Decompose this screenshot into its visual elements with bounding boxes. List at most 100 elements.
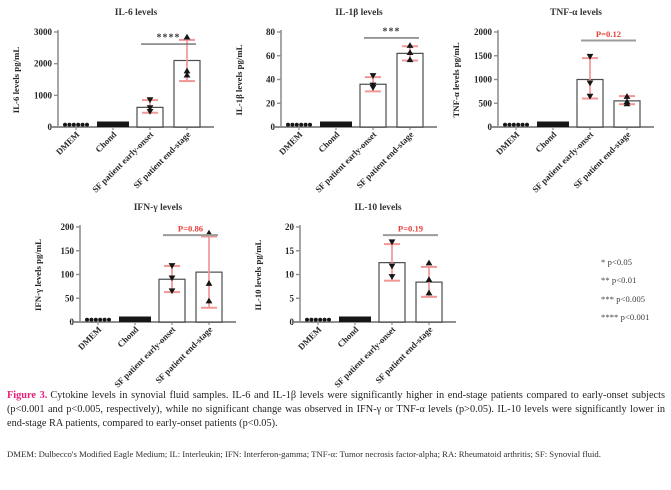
y-tick-label: 1500 xyxy=(474,51,493,61)
y-tick-label: 40 xyxy=(266,75,276,85)
data-point-marker xyxy=(71,122,76,127)
y-axis-title: IL-10 levels pg/mL xyxy=(253,239,263,310)
y-axis-title: TNF-α levels pg/mL xyxy=(451,42,461,117)
baseline-sample-block xyxy=(119,316,151,322)
data-point-marker xyxy=(303,122,308,127)
y-tick-label: 10 xyxy=(285,270,295,280)
y-tick-label: 150 xyxy=(61,246,75,256)
chart-il6: IL-6 levels IL-6 levels pg/mL 0 1000 2000 300… xyxy=(11,8,214,195)
baseline-sample-block xyxy=(537,121,569,127)
data-point-marker xyxy=(318,317,323,322)
chart-il1b: IL-1β levels IL-1β levels pg/mL 0 20 40 60 80 D… xyxy=(234,8,437,195)
x-category-label: DMEM xyxy=(494,129,522,157)
y-tick-label: 2000 xyxy=(474,27,493,37)
data-point-marker xyxy=(146,109,154,115)
y-tick-label: 0 xyxy=(70,317,75,327)
data-point-marker xyxy=(309,317,314,322)
data-point-marker xyxy=(183,71,191,78)
y-axis-title: IL-1β levels pg/mL xyxy=(234,44,244,115)
baseline-sample-block xyxy=(339,316,371,322)
y-tick-label: 500 xyxy=(479,98,493,108)
x-category-label: DMEM xyxy=(76,324,104,352)
data-point-marker xyxy=(63,122,67,127)
data-point-marker xyxy=(425,259,433,266)
chart-title: TNF-α levels xyxy=(550,8,602,18)
data-point-marker xyxy=(205,229,213,236)
data-point-marker xyxy=(525,122,529,127)
data-point-marker xyxy=(205,280,213,286)
data-point-marker xyxy=(76,122,81,127)
y-tick-label: 200 xyxy=(61,222,75,232)
data-point-marker xyxy=(516,122,521,127)
y-tick-label: 0 xyxy=(290,317,295,327)
y-axis-title: IFN-γ levels pg/mL xyxy=(33,239,43,311)
y-tick-label: 20 xyxy=(266,98,276,108)
data-point-marker xyxy=(80,122,85,127)
data-point-marker xyxy=(406,42,414,48)
significance-label: **** xyxy=(157,33,181,44)
y-tick-label: 50 xyxy=(65,293,75,303)
x-category-label: SF patient early-onset xyxy=(530,129,595,194)
data-point-marker xyxy=(503,122,507,127)
figure-caption-label: Figure 3. xyxy=(7,390,48,401)
baseline-sample-block xyxy=(320,121,352,127)
data-point-marker xyxy=(586,80,594,87)
data-point-marker xyxy=(313,317,318,322)
data-point-marker xyxy=(586,53,594,60)
y-tick-label: 1000 xyxy=(474,75,493,85)
data-point-marker xyxy=(290,122,295,127)
data-point-marker xyxy=(623,100,631,107)
y-tick-label: 20 xyxy=(285,222,295,232)
chart-title: IL-10 levels xyxy=(354,203,402,213)
y-tick-label: 2000 xyxy=(34,59,53,69)
significance-label: *** xyxy=(383,26,401,37)
y-tick-label: 100 xyxy=(61,270,75,280)
data-point-marker xyxy=(205,297,213,304)
data-point-marker xyxy=(308,122,312,127)
data-point-marker xyxy=(183,33,191,40)
y-tick-label: 0 xyxy=(48,122,53,132)
data-point-marker xyxy=(146,105,154,111)
data-point-marker xyxy=(406,56,414,63)
figure-footnote: DMEM: Dulbecco's Modified Eagle Medium; … xyxy=(7,449,601,459)
x-category-label: DMEM xyxy=(277,129,305,157)
data-point-marker xyxy=(623,93,631,99)
y-tick-label: 5 xyxy=(290,293,295,303)
data-point-marker xyxy=(85,317,89,322)
chart-il10: IL-10 levels IL-10 levels pg/mL 0 5 10 15 20 DM… xyxy=(253,203,456,390)
bar xyxy=(396,52,424,128)
data-point-marker xyxy=(507,122,512,127)
figure-caption: Figure 3. Cytokine levels in synovial flu… xyxy=(7,389,665,432)
x-category-label: Chond xyxy=(115,324,140,349)
significance-legend-item: ** p<0.01 xyxy=(601,275,637,286)
data-point-marker xyxy=(67,122,72,127)
data-point-marker xyxy=(586,93,594,100)
significance-legend-item: * p<0.05 xyxy=(601,257,633,267)
data-point-marker xyxy=(146,97,154,104)
data-point-marker xyxy=(425,289,433,296)
chart-tnfa: TNF-α levels TNF-α levels pg/mL 0 500 1000 15… xyxy=(451,8,654,195)
y-tick-label: 60 xyxy=(266,51,276,61)
data-point-marker xyxy=(168,263,176,269)
y-tick-label: 0 xyxy=(271,122,276,132)
chart-title: IL-1β levels xyxy=(335,8,383,18)
y-tick-label: 1000 xyxy=(34,90,53,100)
y-tick-label: 15 xyxy=(285,246,295,256)
y-tick-label: 80 xyxy=(266,27,276,37)
data-point-marker xyxy=(93,317,98,322)
data-point-marker xyxy=(183,67,191,74)
baseline-sample-block xyxy=(97,121,129,127)
x-category-label: SF patient early-onset xyxy=(90,129,155,194)
x-category-label: Chond xyxy=(533,129,558,154)
x-category-label: DMEM xyxy=(296,324,324,352)
significance-label: P=0.12 xyxy=(596,29,621,39)
data-point-marker xyxy=(520,122,525,127)
data-point-marker xyxy=(305,317,309,322)
y-tick-label: 0 xyxy=(488,122,493,132)
x-category-label: DMEM xyxy=(54,129,82,157)
significance-label: P=0.19 xyxy=(398,224,423,234)
x-category-label: SF patient early-onset xyxy=(112,324,177,389)
data-point-marker xyxy=(102,317,107,322)
data-point-marker xyxy=(369,73,377,79)
